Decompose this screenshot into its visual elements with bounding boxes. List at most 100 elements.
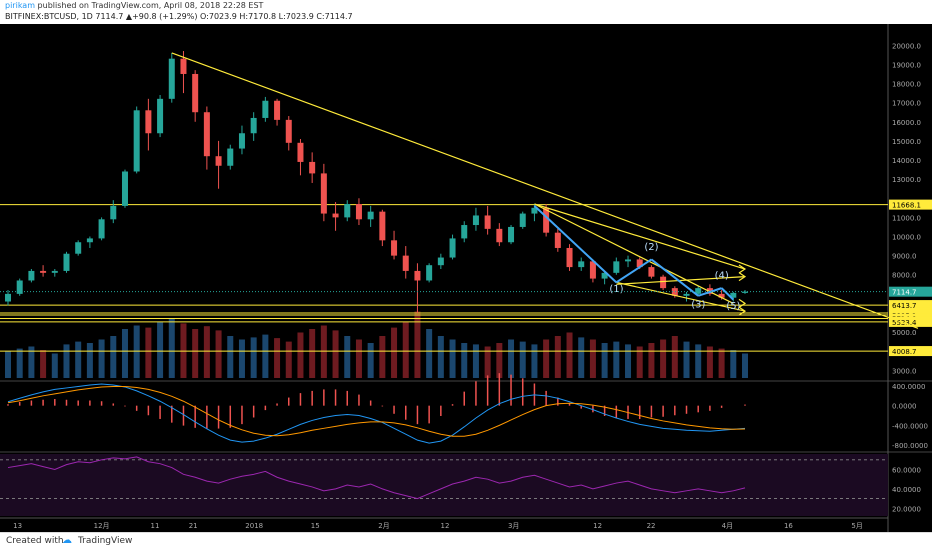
elliott-wave-segment [615, 258, 652, 284]
volume-bar [589, 339, 596, 378]
volume-bar [63, 344, 70, 378]
candle-body [344, 204, 351, 218]
tradingview-label[interactable]: TradingView [78, 536, 133, 546]
candle-body [320, 173, 327, 214]
candle-body [16, 280, 23, 294]
volume-bar [578, 337, 585, 378]
candle-body [414, 270, 421, 281]
time-axis-tick: 12 [593, 522, 602, 530]
candle-body [660, 276, 667, 289]
chart-header: pirikam published on TradingView.com, Ap… [0, 0, 932, 24]
publish-info: pirikam published on TradingView.com, Ap… [5, 1, 263, 10]
candle-body [566, 247, 573, 268]
candle-body [636, 259, 643, 268]
arrowhead-icon [738, 298, 747, 308]
volume-bar [426, 329, 433, 378]
candle-body [297, 142, 304, 162]
wedge-upper-line [534, 203, 746, 270]
volume-bar [496, 343, 503, 378]
price-axis-tick: 17000.0 [892, 100, 921, 108]
chart-area[interactable]: 11668.16413.75999.65895.15714.05533.4400… [0, 24, 932, 532]
price-axis-tick: 8000.0 [892, 272, 917, 280]
volume-bar [543, 339, 550, 378]
rsi-pane-bg [0, 454, 888, 516]
volume-bar [75, 341, 82, 378]
level-label-bg [889, 199, 932, 210]
wedge-lower-line [616, 281, 746, 312]
volume-bar [554, 336, 561, 378]
last-price-tag [889, 286, 932, 297]
volume-bar [391, 327, 398, 378]
candle-body [110, 205, 117, 220]
price-axis-tick: 11000.0 [892, 214, 921, 222]
candle-body [75, 242, 82, 254]
candle-body [215, 156, 222, 166]
volume-bar [508, 339, 515, 378]
candle-body [508, 226, 515, 243]
volume-bar [566, 332, 573, 378]
footer: Created with ☁ TradingView [0, 532, 932, 551]
arrowhead-icon [738, 264, 747, 274]
volume-bar [648, 343, 655, 378]
wedge-mid-line [534, 203, 734, 304]
time-axis-tick: 22 [647, 522, 656, 530]
candle-body [671, 288, 678, 296]
volume-bar [110, 336, 117, 378]
time-axis-tick: 12 [441, 522, 450, 530]
volume-bar [203, 326, 210, 378]
candle-body [578, 261, 585, 268]
volume-bar [671, 336, 678, 378]
volume-bar [285, 341, 292, 378]
candle-body [121, 171, 128, 206]
time-axis-tick: 2月 [378, 522, 389, 530]
volume-bar [309, 329, 316, 378]
candle-body [426, 265, 433, 281]
time-axis-tick: 5月 [851, 522, 862, 530]
price-axis-tick: 16000.0 [892, 119, 921, 127]
candle-body [274, 100, 281, 120]
tradingview-logo-icon: ☁ [62, 535, 72, 546]
volume-bar [472, 344, 479, 378]
level-label: 11668.1 [892, 202, 921, 210]
volume-bar [192, 329, 199, 378]
candle-body [367, 211, 374, 220]
candle-body [496, 228, 503, 243]
candle-body [437, 257, 444, 266]
candle-body [402, 255, 409, 271]
price-axis-tick: 10000.0 [892, 234, 921, 242]
volume-bar [332, 330, 339, 378]
volume-bar [601, 343, 608, 378]
candle-body [133, 110, 140, 172]
candle-body [203, 112, 210, 157]
main-trendline [171, 52, 919, 329]
price-axis-tick: 19000.0 [892, 61, 921, 69]
volume-bar [660, 339, 667, 378]
candle-body [648, 267, 655, 277]
time-axis-tick: 11 [151, 522, 160, 530]
volume-bar [262, 334, 269, 378]
volume-bar [121, 329, 128, 378]
candle-body [168, 58, 175, 99]
volume-bar [636, 346, 643, 378]
price-axis-tick: 20000.0 [892, 42, 921, 50]
candle-body [601, 272, 608, 279]
price-axis-tick: 5000.0 [892, 329, 917, 337]
candle-body [683, 293, 690, 296]
candle-body [332, 213, 339, 218]
candle-body [285, 119, 292, 143]
candle-body [543, 207, 550, 233]
candle-body [145, 110, 152, 134]
chart-svg[interactable]: 11668.16413.75999.65895.15714.05533.4400… [0, 24, 932, 532]
author-link[interactable]: pirikam [5, 1, 35, 10]
candle-body [718, 293, 725, 298]
volume-bar [40, 350, 47, 378]
volume-bar [28, 346, 35, 378]
candle-body [63, 253, 70, 271]
volume-bar [718, 348, 725, 378]
volume-bar [297, 332, 304, 378]
candle-body [379, 211, 386, 241]
level-label: 4008.7 [892, 348, 917, 356]
wave-label: (5) [726, 301, 740, 312]
volume-bar [51, 353, 58, 378]
rsi-axis-tick: 60.0000 [892, 467, 921, 475]
